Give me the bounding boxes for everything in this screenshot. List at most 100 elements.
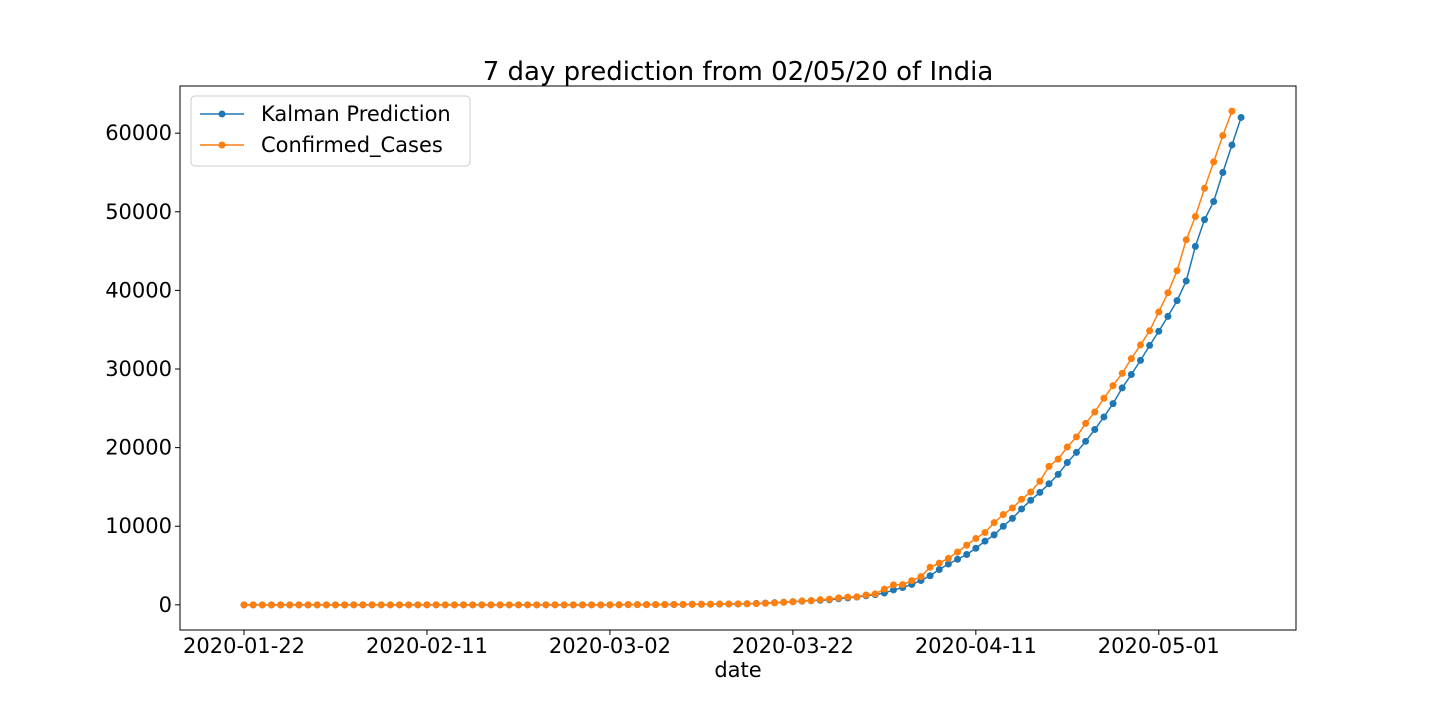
y-tick-label: 10000 [105, 514, 172, 538]
data-point [880, 585, 888, 593]
data-point [350, 601, 358, 609]
chart-title: 7 day prediction from 02/05/20 of India [483, 57, 994, 87]
data-point [533, 601, 541, 609]
data-point [1164, 312, 1172, 320]
data-point [1008, 504, 1016, 512]
data-point [990, 519, 998, 527]
data-point [807, 597, 815, 605]
plot-area [240, 107, 1245, 609]
data-point [844, 593, 852, 601]
data-point [1118, 369, 1126, 377]
data-point [249, 601, 257, 609]
data-point [771, 599, 779, 607]
data-point [670, 601, 678, 609]
data-point [825, 595, 833, 603]
data-point [423, 601, 431, 609]
data-point [688, 600, 696, 608]
data-point [295, 601, 303, 609]
data-point [597, 601, 605, 609]
data-point [542, 601, 550, 609]
data-point [450, 601, 458, 609]
data-point [954, 555, 962, 563]
data-point [1109, 400, 1117, 408]
data-point [1127, 371, 1135, 379]
legend: Kalman Prediction Confirmed_Cases [190, 95, 471, 167]
data-point [1018, 505, 1026, 513]
data-point [1054, 455, 1062, 463]
data-point [707, 600, 715, 608]
data-point [1164, 289, 1172, 297]
data-point [377, 601, 385, 609]
data-point [1155, 327, 1163, 335]
data-point [1045, 462, 1053, 470]
data-point [963, 541, 971, 549]
data-point [643, 601, 651, 609]
y-tick-label: 50000 [105, 200, 172, 224]
data-point [816, 596, 824, 604]
data-point [1201, 184, 1209, 192]
data-point [1146, 341, 1154, 349]
data-point [386, 601, 394, 609]
data-point [267, 601, 275, 609]
data-point [1063, 443, 1071, 451]
data-point [1191, 213, 1199, 220]
data-point [1118, 384, 1126, 392]
data-point [990, 531, 998, 539]
data-point [1082, 419, 1090, 427]
data-point [1008, 514, 1016, 522]
data-point [240, 601, 248, 609]
data-point [1191, 242, 1199, 250]
data-point [1100, 413, 1108, 421]
data-point [999, 511, 1007, 519]
data-point [322, 601, 330, 609]
data-point [954, 548, 962, 556]
y-tick-label: 0 [159, 593, 172, 617]
x-axis: 2020-01-22 2020-02-11 2020-03-02 2020-03-22… [183, 630, 1220, 658]
data-point [1146, 327, 1154, 335]
data-point [1091, 408, 1099, 416]
data-point [1173, 267, 1181, 275]
data-point [1173, 297, 1181, 305]
data-point [432, 601, 440, 609]
data-point [752, 600, 760, 608]
x-tick-label: 2020-03-22 [732, 634, 854, 658]
data-point [935, 565, 943, 573]
series-1 [240, 107, 1236, 609]
data-point [359, 601, 367, 609]
data-point [1018, 495, 1026, 503]
data-point [1228, 141, 1236, 149]
data-point [972, 534, 980, 542]
data-point [368, 601, 376, 609]
data-point [1109, 382, 1117, 390]
axes-frame [179, 85, 1297, 631]
data-point [972, 544, 980, 552]
x-tick-label: 2020-03-02 [549, 634, 671, 658]
data-point [862, 591, 870, 599]
y-tick-label: 30000 [105, 357, 172, 381]
data-point [1036, 477, 1044, 485]
y-tick-label: 20000 [105, 436, 172, 460]
data-point [1091, 426, 1099, 434]
data-point [1201, 216, 1209, 224]
data-point [1210, 198, 1218, 206]
data-point [286, 601, 294, 609]
y-tick-label: 60000 [105, 121, 172, 145]
data-point [789, 598, 797, 606]
data-point [1027, 496, 1035, 504]
data-point [716, 600, 724, 608]
data-point [871, 590, 879, 598]
x-tick-label: 2020-05-01 [1098, 634, 1220, 658]
data-point [963, 551, 971, 559]
data-point [899, 581, 907, 589]
data-point [661, 601, 669, 609]
data-point [258, 601, 266, 609]
data-point [514, 601, 522, 609]
data-point [332, 601, 340, 609]
legend-item: Kalman Prediction [200, 102, 451, 126]
data-point [505, 601, 513, 609]
data-point [652, 601, 660, 609]
y-axis: 0 10000 20000 30000 40000 50000 60000 [105, 121, 180, 617]
data-point [926, 572, 934, 580]
data-point [1136, 356, 1144, 364]
